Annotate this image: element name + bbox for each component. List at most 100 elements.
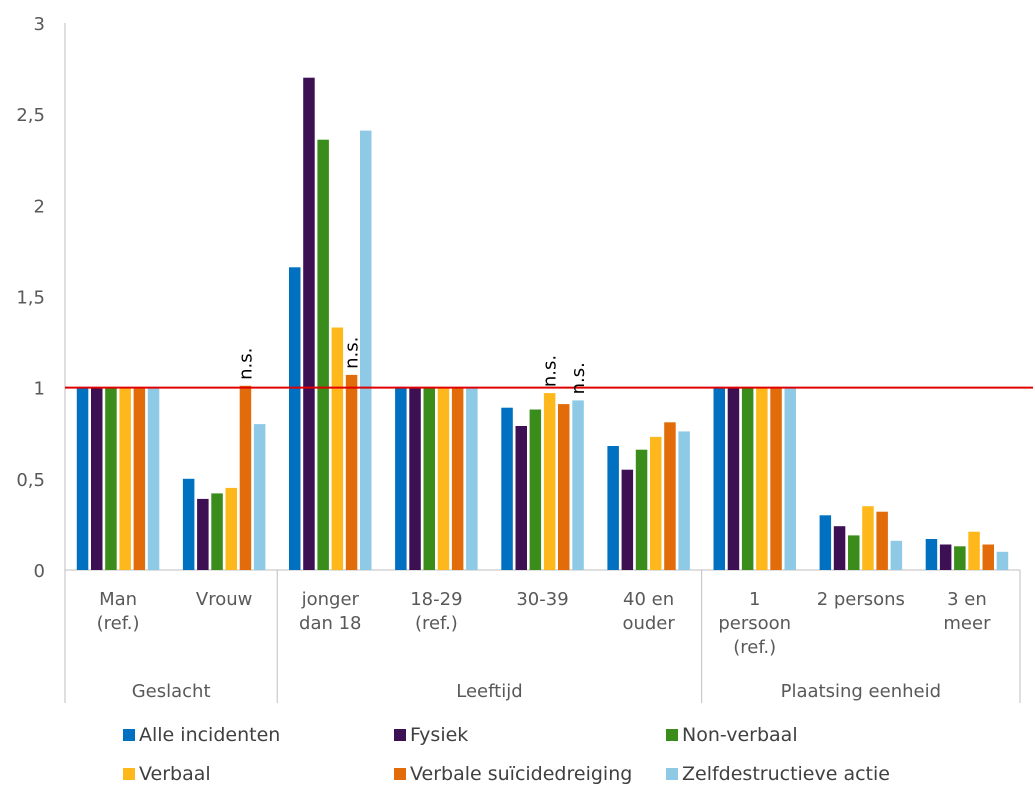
bar bbox=[303, 77, 315, 570]
y-tick-label: 3 bbox=[34, 14, 45, 35]
bar bbox=[954, 546, 966, 570]
y-tick-label: 0,5 bbox=[16, 470, 45, 491]
x-tick-label: persoon bbox=[718, 613, 791, 634]
bar bbox=[91, 387, 103, 570]
group-label: Leeftijd bbox=[456, 681, 522, 702]
bar bbox=[678, 431, 690, 570]
group-label: Geslacht bbox=[132, 681, 211, 702]
bar bbox=[423, 387, 435, 570]
legend: Alle incidenten Fysiek Non-verbaal Verbaal V… bbox=[123, 724, 890, 785]
bar bbox=[713, 387, 725, 570]
bar bbox=[982, 544, 994, 570]
x-tick-label: 1 bbox=[749, 589, 760, 610]
bar bbox=[770, 387, 782, 570]
bar bbox=[650, 436, 662, 570]
y-tick-label: 2,5 bbox=[16, 105, 45, 126]
x-axis-labels: Man (ref.) Vrouw Geslacht jonger dan 18 18-29 (… bbox=[64, 570, 1021, 703]
bar bbox=[360, 130, 372, 570]
group-label: Plaatsing eenheid bbox=[781, 681, 941, 702]
bar bbox=[197, 498, 209, 570]
legend-label: Fysiek bbox=[410, 724, 468, 746]
legend-swatch bbox=[394, 768, 406, 780]
legend-label: Non-verbaal bbox=[682, 724, 798, 746]
x-tick-label: meer bbox=[943, 613, 991, 634]
bar bbox=[119, 387, 131, 570]
y-tick-label: 1,5 bbox=[16, 288, 45, 309]
y-tick-label: 1 bbox=[34, 379, 45, 400]
x-tick-label: 3 en bbox=[947, 589, 987, 610]
bar bbox=[558, 404, 570, 570]
bar bbox=[105, 387, 117, 570]
bar bbox=[253, 424, 266, 570]
x-tick-label: Vrouw bbox=[196, 589, 252, 610]
bar bbox=[76, 387, 89, 570]
bar bbox=[501, 407, 513, 570]
legend-label: Alle incidenten bbox=[139, 724, 280, 746]
legend-swatch bbox=[394, 729, 406, 741]
axes: 0 0,5 1 1,5 2 2,5 3 bbox=[16, 14, 1020, 582]
y-tick-label: 2 bbox=[34, 196, 45, 217]
bar bbox=[784, 387, 796, 570]
bar bbox=[529, 409, 542, 570]
bar bbox=[876, 511, 888, 570]
bar bbox=[395, 387, 407, 570]
x-tick-label: 18-29 bbox=[410, 589, 462, 610]
bar bbox=[833, 526, 846, 570]
bar bbox=[819, 515, 832, 570]
bar bbox=[451, 387, 464, 570]
legend-swatch bbox=[666, 729, 678, 741]
bar bbox=[572, 400, 584, 570]
bar bbox=[437, 387, 450, 570]
bar bbox=[607, 446, 619, 570]
x-tick-label: Man bbox=[99, 589, 137, 610]
bar bbox=[727, 387, 740, 570]
bar bbox=[890, 540, 903, 570]
bar bbox=[239, 385, 252, 570]
bar bbox=[225, 487, 237, 570]
bar bbox=[317, 139, 329, 570]
x-tick-label: (ref.) bbox=[733, 637, 776, 658]
x-tick-label: dan 18 bbox=[299, 613, 362, 634]
bars bbox=[76, 77, 1009, 570]
annotation-label: n.s. bbox=[235, 348, 256, 380]
bar bbox=[409, 387, 421, 570]
bar bbox=[466, 387, 478, 570]
legend-swatch bbox=[123, 729, 135, 741]
bar bbox=[331, 327, 344, 570]
bar bbox=[741, 387, 754, 570]
bar bbox=[939, 544, 952, 570]
legend-swatch bbox=[123, 768, 135, 780]
bar bbox=[968, 531, 980, 570]
y-tick-label: 0 bbox=[34, 561, 45, 582]
bar bbox=[289, 267, 301, 570]
legend-label: Verbale suïcidedreiging bbox=[410, 763, 632, 785]
bar bbox=[635, 449, 648, 570]
x-tick-label: 30-39 bbox=[516, 589, 568, 610]
bar bbox=[133, 387, 146, 570]
annotations: n.s. n.s. n.s. n.s. bbox=[235, 337, 589, 395]
bar bbox=[345, 374, 358, 570]
bar bbox=[925, 539, 938, 570]
bar bbox=[664, 422, 676, 570]
legend-label: Verbaal bbox=[139, 763, 211, 785]
bar bbox=[996, 551, 1009, 570]
bar bbox=[543, 393, 556, 570]
x-tick-label: 40 en bbox=[623, 589, 674, 610]
bar bbox=[756, 387, 768, 570]
bar bbox=[147, 387, 160, 570]
annotation-label: n.s. bbox=[568, 362, 589, 394]
annotation-label: n.s. bbox=[540, 355, 561, 387]
x-tick-label: (ref.) bbox=[415, 613, 458, 634]
bar bbox=[621, 469, 634, 570]
bar bbox=[848, 535, 860, 570]
bar bbox=[515, 426, 527, 570]
legend-swatch bbox=[666, 768, 678, 780]
annotation-label: n.s. bbox=[342, 337, 363, 369]
bar bbox=[182, 478, 195, 570]
x-tick-label: 2 persons bbox=[817, 589, 905, 610]
bar bbox=[862, 506, 874, 570]
x-tick-label: (ref.) bbox=[97, 613, 140, 634]
bar bbox=[211, 493, 223, 570]
legend-label: Zelfdestructieve actie bbox=[682, 763, 890, 785]
